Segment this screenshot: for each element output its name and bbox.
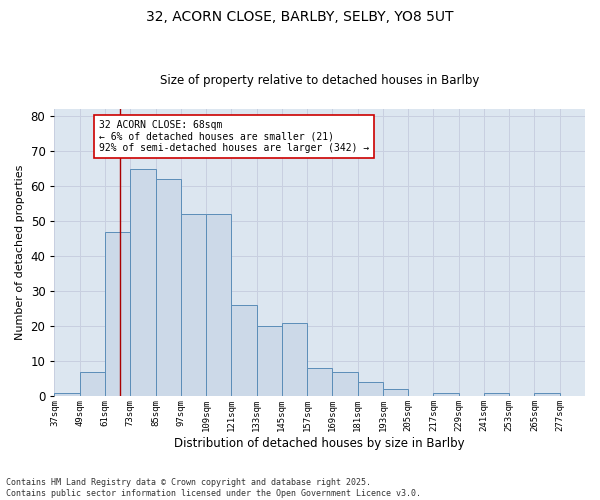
Bar [155, 179, 181, 396]
Bar [332, 372, 358, 396]
Bar [358, 382, 383, 396]
Bar [105, 232, 130, 396]
Bar [206, 214, 232, 396]
Title: Size of property relative to detached houses in Barlby: Size of property relative to detached ho… [160, 74, 479, 87]
Text: 32 ACORN CLOSE: 68sqm
← 6% of detached houses are smaller (21)
92% of semi-detac: 32 ACORN CLOSE: 68sqm ← 6% of detached h… [98, 120, 369, 152]
Y-axis label: Number of detached properties: Number of detached properties [15, 165, 25, 340]
Bar [535, 393, 560, 396]
Bar [232, 306, 257, 396]
Bar [55, 393, 80, 396]
Bar [282, 323, 307, 396]
Bar [307, 368, 332, 396]
Bar [181, 214, 206, 396]
X-axis label: Distribution of detached houses by size in Barlby: Distribution of detached houses by size … [175, 437, 465, 450]
Bar [383, 390, 408, 396]
Bar [130, 168, 155, 396]
Text: 32, ACORN CLOSE, BARLBY, SELBY, YO8 5UT: 32, ACORN CLOSE, BARLBY, SELBY, YO8 5UT [146, 10, 454, 24]
Bar [257, 326, 282, 396]
Bar [433, 393, 458, 396]
Bar [484, 393, 509, 396]
Bar [80, 372, 105, 396]
Text: Contains HM Land Registry data © Crown copyright and database right 2025.
Contai: Contains HM Land Registry data © Crown c… [6, 478, 421, 498]
